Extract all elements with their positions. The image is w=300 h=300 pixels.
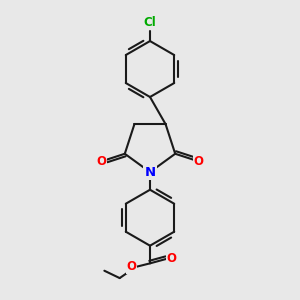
Text: N: N — [144, 166, 156, 178]
Text: O: O — [194, 155, 203, 168]
Text: Cl: Cl — [144, 16, 156, 29]
Text: O: O — [97, 155, 106, 168]
Text: O: O — [167, 252, 176, 266]
Text: O: O — [127, 260, 137, 273]
